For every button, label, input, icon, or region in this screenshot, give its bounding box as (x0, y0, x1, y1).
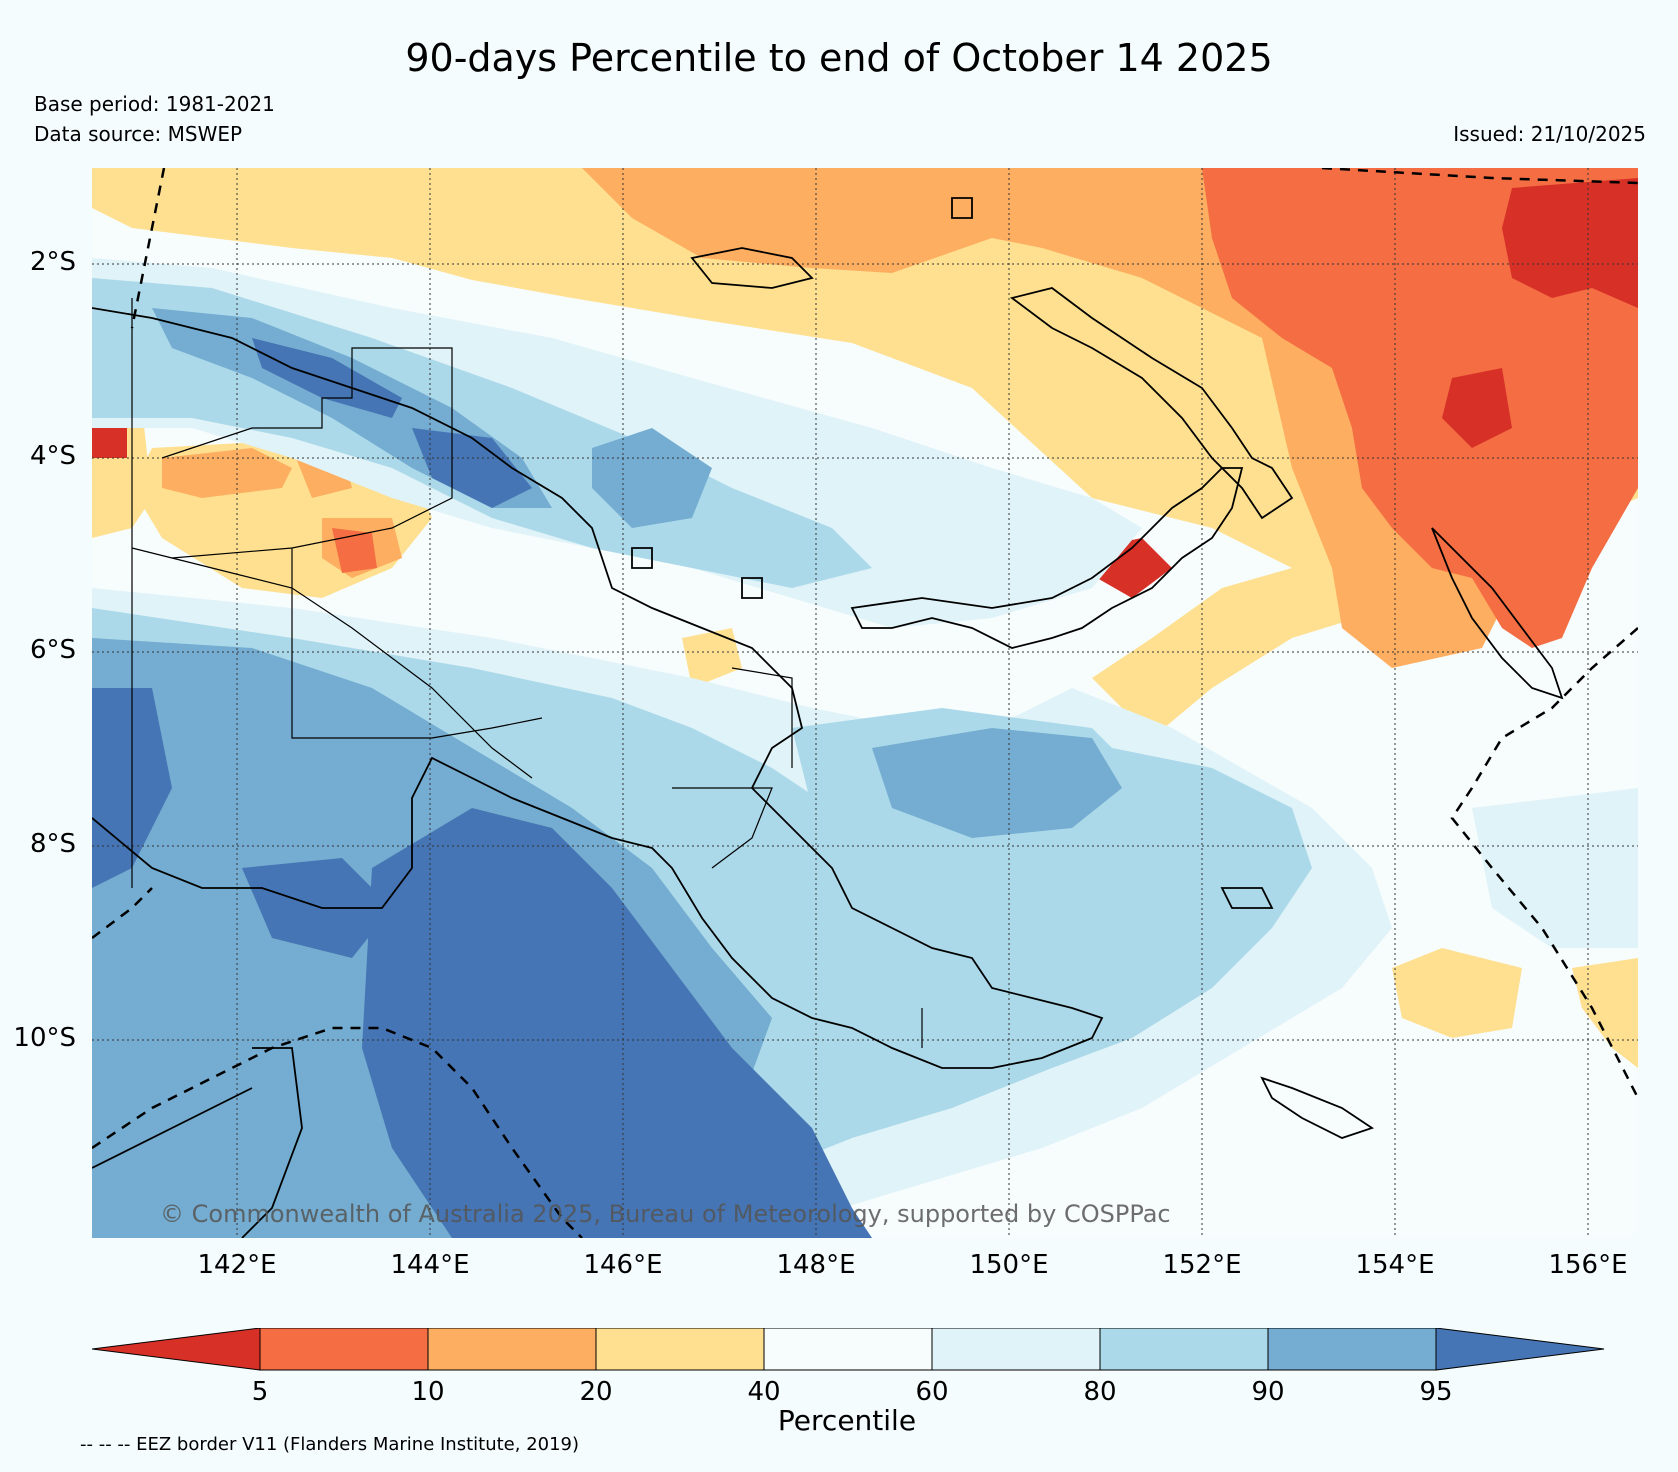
colorbar-extend-low (92, 1328, 261, 1371)
borders (131, 298, 923, 1048)
colorbar-segment-2 (427, 1328, 597, 1371)
new-britain-coast (850, 467, 1244, 649)
new-ireland-coast (1009, 287, 1294, 520)
colorbar-segment-7 (1267, 1328, 1437, 1371)
percentile-map (92, 168, 1638, 1238)
colorbar-tick-60: 60 (915, 1377, 949, 1407)
lon-label-152e: 152°E (1162, 1250, 1242, 1280)
lat-label-2s: 2°S (29, 247, 76, 277)
colorbar (92, 1328, 1605, 1371)
bougainville-coast (1431, 527, 1564, 700)
colorbar-tick-40: 40 (747, 1377, 781, 1407)
new-guinea-coast (92, 307, 1104, 1069)
colorbar-segment-6 (1099, 1328, 1269, 1371)
eez-note: -- -- -- EEZ border V11 (Flanders Marine… (80, 1434, 580, 1455)
data-source-text: Data source: MSWEP (34, 122, 243, 146)
graticule (92, 168, 1638, 1238)
lon-label-144e: 144°E (390, 1250, 470, 1280)
eez-border (92, 168, 1638, 1238)
colorbar-extend-high (1435, 1328, 1605, 1371)
lon-label-146e: 146°E (583, 1250, 663, 1280)
colorbar-tick-5: 5 (251, 1377, 269, 1407)
field-gt95 (362, 808, 872, 1238)
field-5-10-northeast (1202, 168, 1638, 648)
lon-label-150e: 150°E (969, 1250, 1049, 1280)
lon-label-142e: 142°E (197, 1250, 277, 1280)
lon-label-154e: 154°E (1355, 1250, 1435, 1280)
map-title: 90-days Percentile to end of October 14 … (405, 36, 1273, 80)
field-lt5-northeast (1502, 178, 1638, 308)
colorbar-segment-3 (595, 1328, 765, 1371)
manus-coast (690, 247, 814, 289)
lat-label-8s: 8°S (29, 829, 76, 859)
colorbar-tick-95: 95 (1419, 1377, 1453, 1407)
colorbar-segment-1 (259, 1328, 429, 1371)
colorbar-tick-20: 20 (579, 1377, 613, 1407)
lon-label-148e: 148°E (776, 1250, 856, 1280)
colorbar-tick-10: 10 (411, 1377, 445, 1407)
lat-label-10s: 10°S (13, 1023, 76, 1053)
colorbar-segment-4 (763, 1328, 933, 1371)
lon-label-156e: 156°E (1548, 1250, 1628, 1280)
colorbar-label: Percentile (777, 1404, 917, 1437)
base-period-text: Base period: 1981-2021 (34, 92, 275, 116)
colorbar-tick-90: 90 (1251, 1377, 1285, 1407)
coastlines (92, 197, 1564, 1238)
copyright-text: © Commonwealth of Australia 2025, Bureau… (160, 1200, 1171, 1228)
lat-label-6s: 6°S (29, 635, 76, 665)
issued-date-text: Issued: 21/10/2025 (1453, 122, 1646, 146)
lat-label-4s: 4°S (29, 441, 76, 471)
colorbar-tick-80: 80 (1083, 1377, 1117, 1407)
colorbar-segment-5 (931, 1328, 1101, 1371)
